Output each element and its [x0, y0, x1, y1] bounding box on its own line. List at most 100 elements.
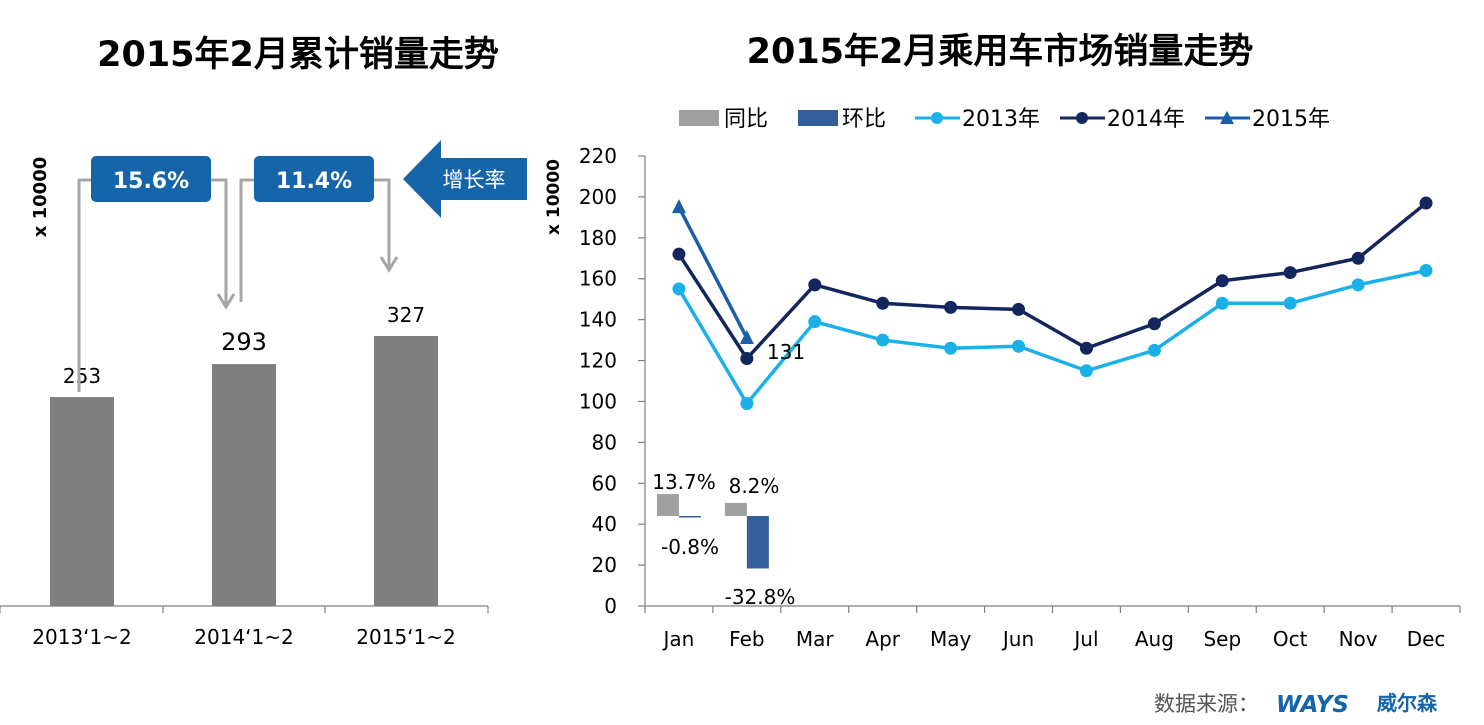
growth-connector-1-start	[77, 178, 92, 392]
bar-value-label-2: 293	[221, 328, 267, 356]
y-tick-label-200: 200	[579, 185, 617, 209]
legend-marker-2013	[931, 112, 943, 124]
point-2014-feb	[740, 352, 754, 365]
bar-1	[50, 397, 114, 606]
data-source: 数据来源： WAYS 威尔森	[1154, 691, 1438, 718]
legend-swatch-mom	[798, 110, 838, 126]
y-tick-label-140: 140	[579, 308, 617, 332]
y-tick-label-80: 80	[592, 430, 617, 454]
x-tick-label-aug: Aug	[1135, 627, 1174, 651]
line-series: 131	[671, 196, 1433, 410]
rate-bars: 13.7% 8.2% -0.8% -32.8%	[652, 470, 795, 609]
growth-badge-1: 15.6%	[91, 156, 211, 202]
legend-label-mom: 环比	[842, 107, 886, 132]
legend-label-yoy: 同比	[724, 107, 768, 132]
y-tick-label-100: 100	[579, 389, 617, 413]
x-tick-label-apr: Apr	[865, 627, 900, 651]
growth-connector-2-start	[239, 178, 256, 302]
source-brand-logo: WAYS	[1276, 692, 1349, 718]
legend-swatch-yoy	[679, 110, 719, 126]
bar-value-label-1: 253	[63, 364, 101, 388]
mom-bar-jan	[678, 516, 701, 518]
y-tick-label-220: 220	[579, 144, 617, 168]
line-2015	[677, 206, 749, 339]
line-2014	[677, 201, 1428, 361]
left-x-axis-ticks	[0, 606, 489, 613]
point-2014-dec	[1419, 196, 1433, 210]
y-tick-label-0: 0	[604, 594, 617, 618]
legend-label-2014: 2014年	[1107, 107, 1185, 132]
point-2014-nov	[1351, 251, 1365, 265]
point-2014-apr	[876, 296, 890, 310]
bar-2	[212, 364, 276, 606]
point-2014-oct	[1283, 266, 1297, 280]
legend-label-2013: 2013年	[962, 107, 1040, 132]
mom-bar-feb	[746, 516, 769, 569]
point-2014-aug	[1147, 317, 1161, 331]
data-label-2015-feb: 131	[767, 340, 805, 364]
point-2013-may	[944, 341, 958, 355]
y-tick-label-20: 20	[592, 553, 617, 577]
point-2013-apr	[876, 333, 890, 347]
point-2013-jan	[672, 282, 686, 296]
mom-label-jan: -0.8%	[661, 535, 719, 559]
x-tick-label-3: 2015‘1~2	[356, 625, 455, 649]
point-2014-mar	[808, 278, 822, 292]
point-2013-nov	[1351, 278, 1365, 292]
growth-arrowhead-1	[216, 293, 236, 310]
legend-label-2015: 2015年	[1252, 107, 1330, 132]
point-2013-aug	[1147, 343, 1161, 357]
left-y-unit: x 10000	[30, 157, 51, 238]
point-2014-sep	[1215, 274, 1229, 288]
left-x-tick-labels: 2013‘1~2 2014‘1~2 2015‘1~2	[32, 625, 455, 649]
line-2013	[677, 268, 1427, 406]
y-tick-label-160: 160	[579, 267, 617, 291]
growth-rate-legend: 增长率	[403, 140, 527, 218]
right-chart: 2015年2月乘用车市场销量走势 同比 环比 2013年 2014年 2015年…	[544, 32, 1461, 651]
source-label: 数据来源：	[1154, 692, 1259, 716]
x-tick-label-oct: Oct	[1273, 627, 1308, 651]
x-tick-label-jan: Jan	[662, 627, 695, 651]
point-2014-jul	[1079, 341, 1093, 355]
legend-marker-2015	[1220, 111, 1234, 124]
point-2013-mar	[808, 315, 822, 329]
x-tick-label-jul: Jul	[1072, 627, 1098, 651]
growth-badge-2: 11.4%	[254, 156, 374, 202]
growth-arrowhead-2	[379, 256, 399, 273]
yoy-label-feb: 8.2%	[729, 474, 780, 498]
left-bar-labels: 253 293 327	[63, 303, 425, 388]
x-tick-label-jun: Jun	[1001, 627, 1034, 651]
yoy-bar-jan	[656, 494, 679, 516]
x-tick-label-feb: Feb	[729, 627, 764, 651]
x-tick-label-sep: Sep	[1203, 627, 1241, 651]
point-2013-jul	[1079, 364, 1093, 378]
point-2013-dec	[1419, 264, 1433, 278]
point-2015-jan	[671, 199, 686, 214]
growth-badge-1-text: 15.6%	[113, 169, 189, 194]
point-2014-jan	[672, 247, 686, 261]
growth-connector-2-end	[372, 178, 391, 268]
left-chart: 2015年2月累计销量走势 x 10000 253 293 327 2013‘1~2…	[0, 35, 527, 649]
point-2013-oct	[1283, 296, 1297, 310]
right-y-tick-labels: 0 20 40 60 80 100 120 140 160 180 200 220	[579, 144, 617, 618]
growth-badge-1-box	[91, 156, 211, 202]
point-2014-may	[944, 300, 958, 314]
x-tick-label-may: May	[930, 627, 972, 651]
y-tick-label-60: 60	[592, 471, 617, 495]
point-2013-jun	[1012, 339, 1026, 353]
mom-label-feb: -32.8%	[725, 585, 796, 609]
x-tick-label-dec: Dec	[1407, 627, 1446, 651]
point-2013-sep	[1215, 296, 1229, 310]
growth-legend-text: 增长率	[443, 168, 506, 192]
yoy-bar-feb	[724, 502, 747, 516]
right-x-tick-labels: Jan Feb Mar Apr May Jun Jul Aug Sep Oct Nov Dec	[662, 627, 1446, 651]
left-bars	[50, 336, 438, 606]
right-y-axis-ticks	[638, 155, 645, 607]
x-tick-label-2: 2014‘1~2	[194, 625, 293, 649]
left-chart-title: 2015年2月累计销量走势	[97, 35, 499, 75]
bar-3	[374, 336, 438, 606]
x-tick-label-mar: Mar	[796, 627, 835, 651]
right-y-unit: x 10000	[544, 159, 564, 235]
yoy-label-jan: 13.7%	[652, 470, 716, 494]
